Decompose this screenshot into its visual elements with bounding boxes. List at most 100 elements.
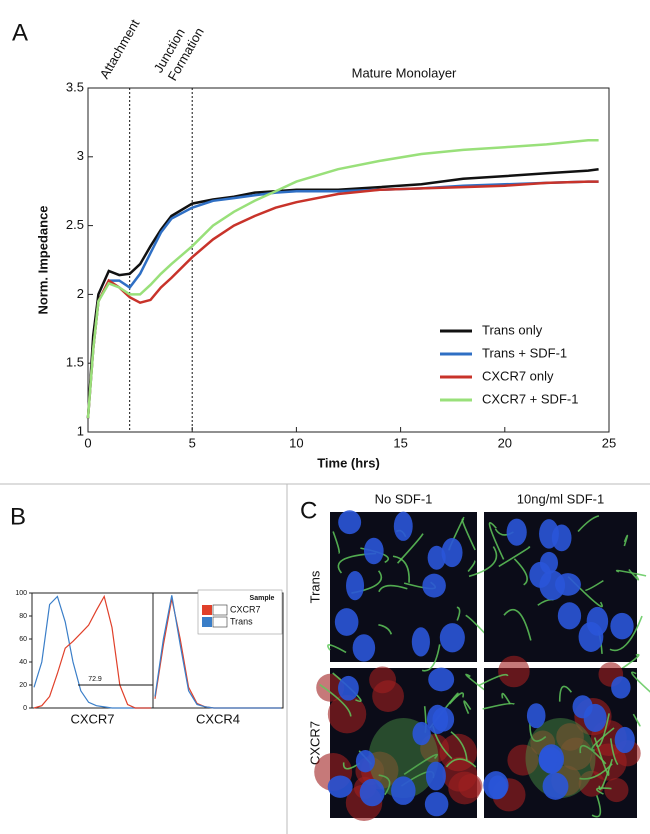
- nucleus: [611, 676, 631, 699]
- column-header: No SDF-1: [375, 491, 433, 506]
- y-axis-label: Norm. Impedance: [35, 205, 50, 314]
- green-membrane: [378, 584, 408, 593]
- red-stain: [507, 744, 539, 776]
- legend-title: Sample: [250, 595, 275, 602]
- y-tick-label: 3: [77, 148, 84, 163]
- green-membrane: [632, 713, 641, 727]
- nucleus: [422, 573, 446, 598]
- row-header: CXCR7: [307, 721, 322, 765]
- nucleus: [538, 747, 558, 772]
- y-tick-label: 40: [19, 659, 27, 666]
- y-tick-label: 2: [77, 286, 84, 301]
- nucleus: [428, 667, 455, 692]
- green-membrane: [558, 685, 573, 702]
- histogram-line: [154, 595, 281, 709]
- green-membrane: [631, 671, 650, 693]
- y-tick-label: 80: [19, 613, 27, 620]
- green-membrane: [498, 546, 531, 568]
- green-membrane: [628, 569, 640, 581]
- green-membrane: [332, 672, 362, 702]
- nucleus: [363, 537, 384, 565]
- nucleus: [542, 772, 569, 800]
- gate-label: 72.9: [88, 676, 102, 683]
- green-membrane: [577, 515, 600, 533]
- nucleus: [359, 778, 385, 807]
- nucleus: [338, 675, 359, 701]
- micrograph: [314, 644, 502, 822]
- red-stain: [604, 777, 629, 803]
- nucleus: [424, 792, 449, 817]
- green-membrane: [615, 569, 647, 577]
- nucleus: [346, 570, 365, 601]
- legend-swatch-outline: [212, 604, 228, 616]
- legend-label: CXCR7 + SDF-1: [482, 391, 578, 406]
- green-membrane: [478, 673, 509, 687]
- plot-frame: [87, 87, 610, 433]
- nucleus: [412, 721, 431, 746]
- green-membrane: [468, 546, 498, 578]
- legend-label: Trans: [230, 616, 253, 626]
- histogram-line: [33, 595, 151, 709]
- nucleus: [578, 622, 604, 652]
- green-membrane: [463, 700, 472, 715]
- green-membrane: [513, 558, 528, 586]
- nucleus: [327, 775, 353, 798]
- y-tick-label: 100: [15, 590, 27, 597]
- green-membrane: [332, 531, 340, 554]
- red-stain: [372, 680, 404, 713]
- green-membrane: [397, 533, 424, 564]
- nucleus: [411, 627, 430, 657]
- x-axis-label: CXCR7: [70, 711, 114, 726]
- green-membrane: [456, 606, 461, 621]
- green-membrane: [591, 727, 615, 751]
- x-tick-label: 20: [498, 435, 512, 450]
- red-stain: [316, 673, 345, 702]
- legend-label: CXCR7 only: [482, 368, 554, 383]
- nucleus: [526, 703, 546, 729]
- y-tick-label: 60: [19, 636, 27, 643]
- nucleus: [583, 703, 607, 732]
- nucleus: [427, 545, 446, 570]
- nucleus: [539, 519, 559, 549]
- green-membrane: [529, 722, 547, 742]
- legend-swatch: [202, 605, 212, 615]
- panel-label: C: [300, 497, 317, 524]
- green-membrane: [327, 644, 347, 654]
- x-tick-label: 25: [602, 435, 616, 450]
- x-axis-label: CXCR4: [196, 711, 240, 726]
- series-line: [86, 180, 599, 419]
- nucleus: [483, 771, 509, 800]
- green-membrane: [579, 763, 613, 780]
- histogram-line: [33, 594, 151, 709]
- green-membrane: [623, 534, 629, 547]
- green-membrane: [595, 713, 610, 748]
- green-membrane: [596, 787, 612, 795]
- legend-swatch-outline: [212, 616, 228, 628]
- nucleus: [614, 726, 635, 754]
- green-membrane: [591, 795, 602, 818]
- nucleus: [425, 761, 446, 791]
- nucleus: [439, 623, 465, 653]
- green-membrane: [461, 518, 476, 551]
- nucleus: [338, 510, 362, 535]
- nucleus: [506, 518, 527, 546]
- y-tick-label: 2.5: [66, 217, 84, 232]
- row-header: Trans: [307, 570, 322, 603]
- legend-label: Trans + SDF-1: [482, 345, 567, 360]
- green-membrane: [319, 683, 352, 717]
- green-membrane: [448, 692, 465, 705]
- panel-label: B: [10, 503, 26, 530]
- legend-label: CXCR7: [230, 604, 261, 614]
- red-stain: [448, 771, 481, 805]
- green-membrane: [585, 579, 604, 592]
- x-axis-label: Time (hrs): [317, 455, 380, 470]
- green-membrane: [488, 522, 505, 560]
- y-tick-label: 20: [19, 682, 27, 689]
- nucleus: [334, 608, 359, 636]
- annotation: Attachment: [97, 16, 143, 81]
- red-stain: [498, 655, 530, 688]
- nucleus: [355, 749, 375, 773]
- green-membrane: [403, 753, 439, 776]
- annotation: Mature Monolayer: [352, 65, 457, 80]
